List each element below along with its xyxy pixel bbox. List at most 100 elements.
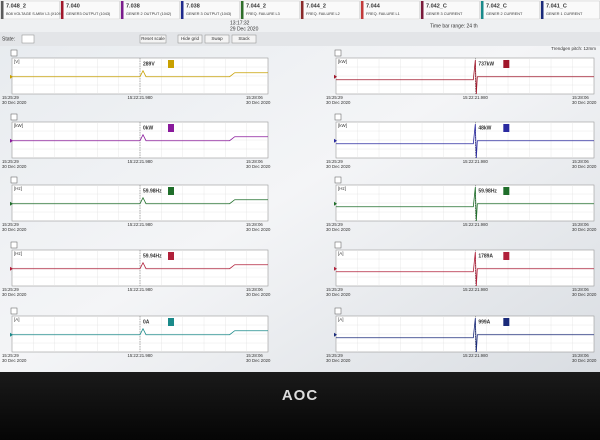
cursor-time: 15:22:21.980: [127, 353, 153, 358]
start-marker: [10, 138, 13, 143]
start-time: 15:25:29: [326, 353, 343, 358]
channel-tab[interactable]: [0, 0, 60, 20]
tab-color: [301, 1, 304, 19]
trend-line: [12, 196, 268, 205]
unit-label: [A]: [338, 251, 344, 256]
trend-line: [336, 186, 594, 222]
stack-button[interactable]: [231, 34, 257, 44]
status-bar: [0, 20, 600, 32]
value-color: [503, 252, 510, 260]
time-range: Time bar range: 24 th: [430, 23, 478, 29]
end-time: 15:28:06: [246, 95, 263, 100]
channel-tab[interactable]: [180, 0, 240, 20]
value-color: [168, 60, 174, 68]
pitch-label: Trendgen pitch: 12mm: [551, 46, 596, 51]
unit-label: [kW]: [14, 123, 23, 128]
tab-color: [1, 1, 4, 19]
value-color: [503, 60, 510, 68]
end-date: 30 Dec 2020: [572, 292, 597, 297]
tab-code: 7.048_2: [6, 3, 26, 9]
tab-code: 7.042_C: [426, 3, 447, 9]
hide-grid-button[interactable]: [177, 34, 203, 44]
unit-label: [kW]: [338, 59, 347, 64]
value-label: 59.94Hz: [143, 253, 162, 259]
unit-label: [A]: [14, 317, 20, 322]
end-date: 30 Dec 2020: [572, 227, 597, 232]
m-badge: [10, 113, 18, 121]
trend-line: [336, 123, 594, 159]
start-date: 30 Dec 2020: [326, 358, 351, 363]
start-time: 15:25:29: [326, 222, 343, 227]
m-badge: [334, 113, 342, 121]
unit-label: [Hz]: [14, 186, 22, 191]
m-badge: [334, 307, 342, 315]
m-badge: [334, 176, 342, 184]
stack-label: Stack: [238, 36, 250, 41]
tab-label: FREQ. FAILURE L3: [246, 12, 280, 16]
tab-label: B08 VOLTAGE S-MBV L3 (X1098): [6, 12, 65, 16]
start-time: 15:25:29: [326, 159, 343, 164]
start-time: 15:25:29: [2, 159, 19, 164]
start-marker: [334, 266, 337, 271]
start-time: 15:25:29: [326, 95, 343, 100]
value-color: [503, 124, 510, 132]
reset-label: Reset scale: [141, 36, 165, 41]
tab-code: 7.038: [186, 3, 200, 9]
trend-line: [336, 251, 594, 287]
end-date: 30 Dec 2020: [246, 358, 271, 363]
start-date: 30 Dec 2020: [2, 100, 27, 105]
channel-tab[interactable]: [240, 0, 300, 20]
start-time: 15:25:29: [326, 287, 343, 292]
start-date: 30 Dec 2020: [2, 164, 27, 169]
tab-code: 7.042_C: [486, 3, 507, 9]
brand-logo: AOC: [282, 387, 318, 404]
end-time: 15:28:06: [246, 222, 263, 227]
m-badge: [334, 49, 342, 57]
tab-label: GENER 1 CURRENT: [546, 12, 583, 16]
value-color: [168, 318, 174, 326]
m-badge: [10, 176, 18, 184]
swap-label: Swap: [211, 36, 223, 41]
tab-color: [241, 1, 244, 19]
end-date: 30 Dec 2020: [246, 227, 271, 232]
value-label: 999A: [478, 319, 490, 325]
value-label: 1789A: [478, 253, 493, 259]
trend-line: [12, 133, 268, 142]
start-marker: [10, 74, 13, 79]
start-date: 30 Dec 2020: [2, 358, 27, 363]
swap-button[interactable]: [204, 34, 230, 44]
cursor-time: 15:22:21.980: [463, 222, 489, 227]
channel-tab[interactable]: [120, 0, 180, 20]
m-badge: [10, 241, 18, 249]
m-badge: [10, 307, 18, 315]
end-date: 30 Dec 2020: [246, 164, 271, 169]
dynamic-content: 7.048_2 B08 VOLTAGE S-MBV L3 (X1098)7.040…: [0, 0, 600, 363]
tab-code: 7.041_C: [546, 3, 567, 9]
unit-label: [Hz]: [338, 186, 346, 191]
tab-label: GENER 2 CURRENT: [486, 12, 523, 16]
clock-date: 29 Dec 2020: [230, 26, 259, 32]
channel-tab[interactable]: [300, 0, 360, 20]
cursor-time: 15:22:21.980: [463, 353, 489, 358]
tab-label: FREQ. FAILURE L2: [306, 12, 340, 16]
tab-color: [361, 1, 364, 19]
value-color: [168, 187, 174, 195]
channel-tab[interactable]: [480, 0, 540, 20]
tab-label: GENER3 OUTPUT (1043): [66, 12, 111, 16]
value-label: 0A: [143, 319, 150, 325]
channel-tab[interactable]: [360, 0, 420, 20]
state-select[interactable]: [21, 34, 35, 44]
value-label: 48kW: [478, 125, 491, 131]
tab-label: GENER 3 CURRENT: [426, 12, 463, 16]
reset-button[interactable]: [139, 34, 167, 44]
channel-tab[interactable]: [60, 0, 120, 20]
end-time: 15:28:06: [572, 287, 589, 292]
value-label: 737kW: [478, 61, 494, 67]
cursor-time: 15:22:21.980: [127, 287, 153, 292]
state-label: State:: [2, 36, 15, 42]
start-marker: [10, 266, 13, 271]
toolbar: [0, 32, 600, 46]
channel-tab[interactable]: [420, 0, 480, 20]
end-date: 30 Dec 2020: [246, 100, 271, 105]
end-time: 15:28:06: [246, 159, 263, 164]
